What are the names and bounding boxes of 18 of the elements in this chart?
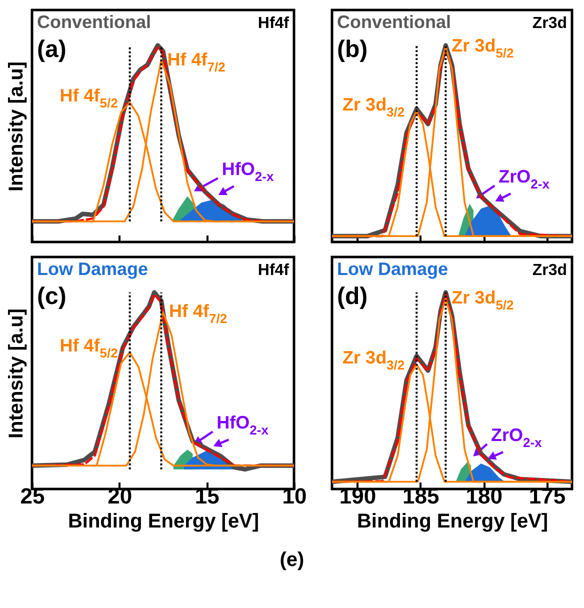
text: (e) <box>280 549 304 572</box>
chart-subtitle: Zr3d <box>532 262 567 279</box>
x-tick-label: 10 <box>282 484 307 508</box>
annotation: (c) <box>37 283 66 310</box>
annotation: (d) <box>337 283 368 310</box>
chart-subtitle: Zr3d <box>532 15 567 32</box>
annotation: (a) <box>37 36 66 63</box>
chart-title: Low Damage <box>37 259 148 279</box>
x-axis-title: Binding Energy [eV] <box>356 510 548 532</box>
x-axis-title: Binding Energy [eV] <box>68 510 260 532</box>
chart-title: Conventional <box>337 12 452 32</box>
chart-subtitle: Hf4f <box>258 15 290 32</box>
chart-title: Conventional <box>37 12 152 32</box>
chart-subtitle: Hf4f <box>258 262 290 279</box>
y-axis-title: Intensity [a.u] <box>6 61 28 192</box>
annotation: (b) <box>337 36 368 63</box>
y-axis-title: Intensity [a.u] <box>6 308 28 439</box>
chart-title: Low Damage <box>337 259 448 279</box>
